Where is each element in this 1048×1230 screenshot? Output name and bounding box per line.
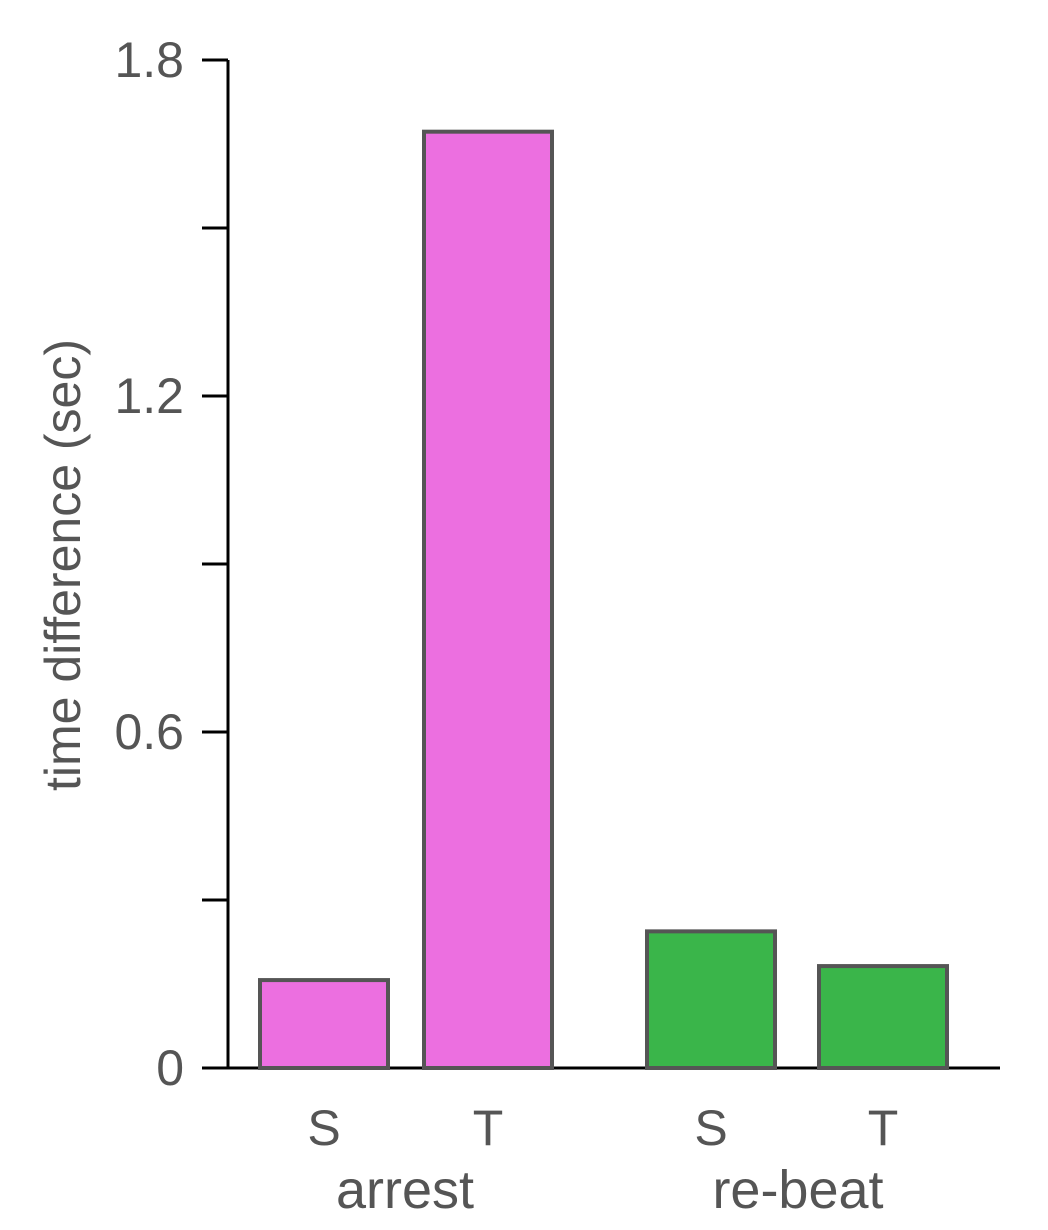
x-tick-label: T xyxy=(473,1100,504,1156)
bar-re-beat-S xyxy=(645,929,777,1070)
y-axis-title: time difference (sec) xyxy=(35,339,91,791)
y-tick-label: 1.2 xyxy=(114,368,184,424)
y-axis: 0 0.6 1.2 1.8 xyxy=(114,32,230,1096)
bar-arrest-S xyxy=(258,978,390,1071)
bar-arrest-T xyxy=(422,129,554,1070)
x-tick-label: S xyxy=(307,1100,340,1156)
group-label: re-beat xyxy=(712,1160,883,1220)
x-tick-label: T xyxy=(868,1100,899,1156)
y-tick-label: 1.8 xyxy=(114,32,184,88)
y-tick-label: 0.6 xyxy=(114,704,184,760)
group-label: arrest xyxy=(336,1160,474,1220)
x-tick-label: S xyxy=(694,1100,727,1156)
bars xyxy=(258,129,949,1071)
y-tick-label: 0 xyxy=(156,1040,184,1096)
bar-re-beat-T xyxy=(817,964,949,1071)
